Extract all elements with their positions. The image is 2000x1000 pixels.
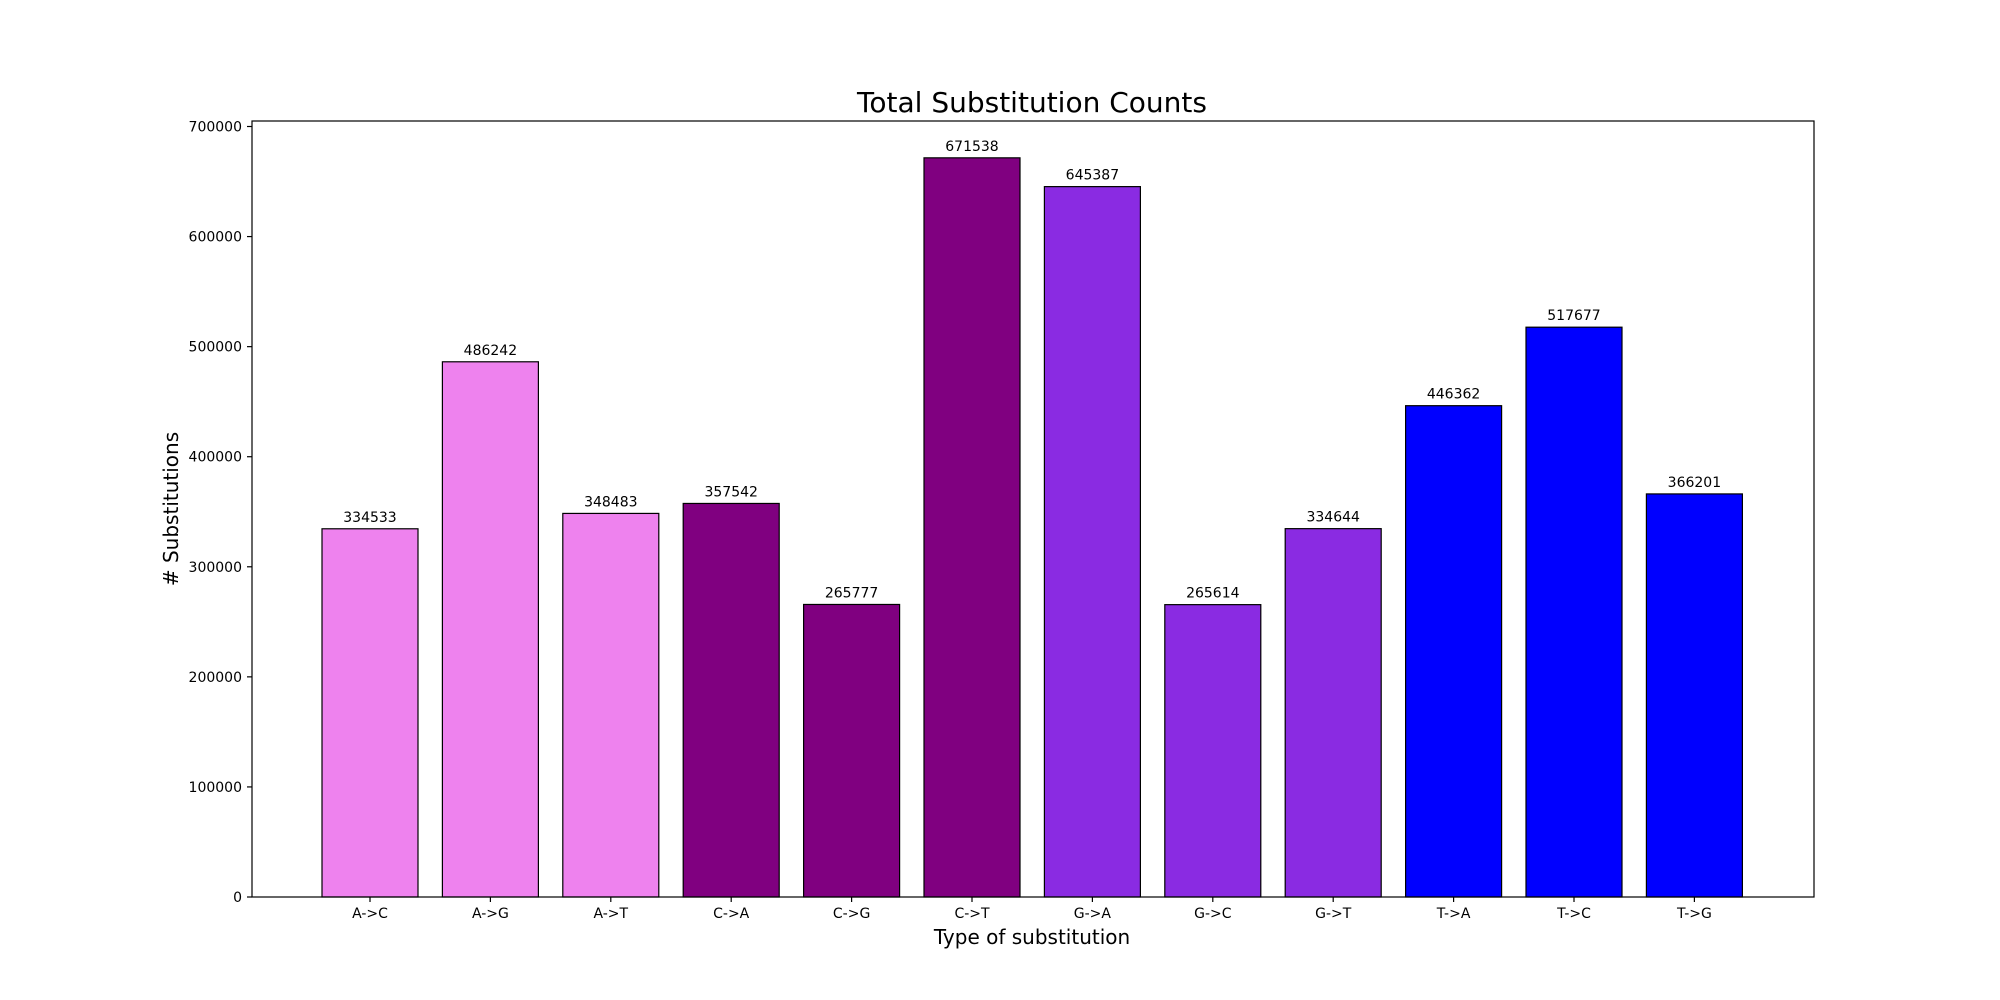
x-tick-label: G->T [1315, 906, 1352, 922]
bar [1525, 326, 1623, 898]
bar [1284, 528, 1382, 898]
y-tick-label: 100000 [189, 780, 242, 796]
x-tick-label: C->A [713, 906, 750, 922]
bar-value-label: 645387 [1066, 168, 1119, 184]
x-tick-label: T->C [1556, 906, 1591, 922]
x-axis-title: Type of substitution [933, 925, 1130, 949]
bar-value-label: 265614 [1186, 586, 1240, 602]
bar-value-label: 334644 [1306, 510, 1360, 526]
bar-value-label: 517677 [1547, 308, 1600, 324]
x-tick-label: G->C [1194, 906, 1232, 922]
bar-value-label: 265777 [825, 585, 878, 601]
y-tick-label: 0 [233, 890, 242, 906]
y-tick-label: 400000 [189, 450, 242, 466]
x-tick-label: G->A [1074, 906, 1112, 922]
y-tick-label: 500000 [189, 340, 242, 356]
bar-value-label: 486242 [464, 343, 517, 359]
bar-value-label: 357542 [704, 484, 757, 500]
value-labels-group: 334533 486242 348483 357542 265777 671538 6453… [343, 139, 1721, 602]
bar-value-label: 446362 [1427, 387, 1480, 403]
y-tick-label: 300000 [189, 560, 242, 576]
bar [923, 157, 1021, 898]
chart-title: Total Substitution Counts [856, 86, 1207, 119]
x-tick-label: A->G [472, 906, 509, 922]
bar [1404, 405, 1503, 898]
bar [802, 603, 901, 898]
bar-value-label: 366201 [1668, 475, 1721, 491]
x-tick-label: A->C [352, 906, 388, 922]
bar [682, 502, 780, 898]
bar [1164, 604, 1262, 898]
y-tick-label: 200000 [189, 670, 242, 686]
bar [1645, 493, 1744, 898]
x-tick-label: T->A [1436, 906, 1471, 922]
bar [562, 512, 660, 898]
x-tick-label: C->T [954, 906, 990, 922]
bar [321, 528, 419, 898]
bar [1043, 186, 1142, 898]
y-tick-label: 700000 [189, 120, 242, 136]
y-axis-title: # Substitutions [159, 432, 183, 586]
plot-area-frame [251, 120, 1815, 898]
y-axis: 0 100000 200000 300000 400000 500000 600000 700… [189, 120, 252, 906]
bar-value-label: 671538 [945, 139, 998, 155]
x-tick-label: A->T [593, 906, 628, 922]
bar-value-label: 334533 [343, 510, 396, 526]
bar-value-label: 348483 [584, 494, 637, 510]
x-tick-label: C->G [833, 906, 870, 922]
x-tick-label: T->G [1676, 906, 1712, 922]
y-tick-label: 600000 [189, 230, 242, 246]
bar [441, 361, 539, 898]
x-axis: A->C A->G A->T C->A C->G C->T G->A G->C G->T T->A… [352, 897, 1712, 922]
bars-group [321, 157, 1744, 898]
